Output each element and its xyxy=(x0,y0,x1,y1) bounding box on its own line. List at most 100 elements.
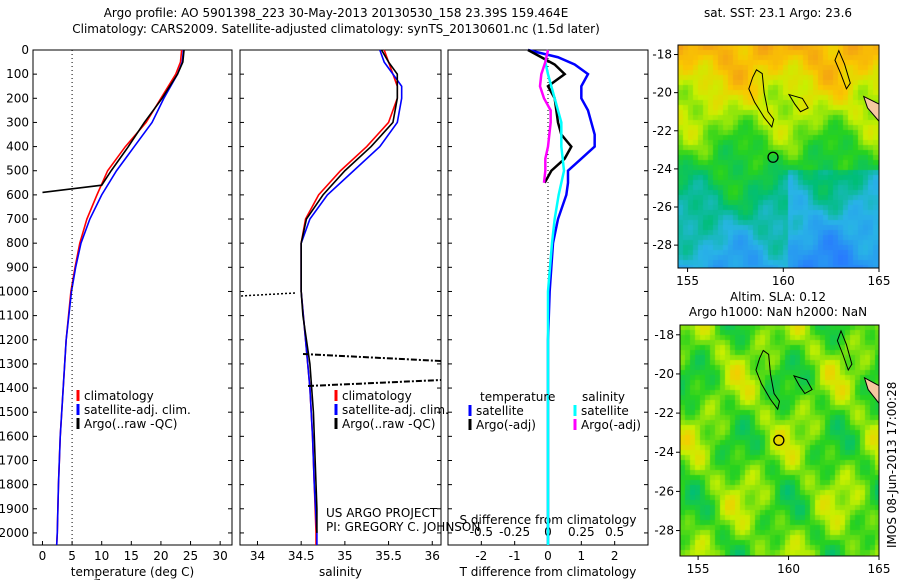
map-y-tick-label: -18 xyxy=(654,328,674,342)
y-tick-label: 1200 xyxy=(0,333,29,347)
y-tick-label: 1500 xyxy=(0,405,29,419)
y-tick-label: 400 xyxy=(6,140,29,154)
x-axis-label: temperature (deg C) xyxy=(71,565,194,579)
coastline-island xyxy=(748,69,775,129)
argo-bad-segment xyxy=(302,353,442,362)
series-line-argo-raw-qc- xyxy=(42,49,185,194)
legend-label: satellite xyxy=(581,404,629,418)
map-y-tick-label: -22 xyxy=(654,406,674,420)
x-tick-label: 15 xyxy=(124,549,139,563)
argo-position-marker xyxy=(767,151,779,163)
y-tick-label: 800 xyxy=(6,236,29,250)
x-axis-label: salinity xyxy=(319,565,362,579)
y-tick-label: 100 xyxy=(6,67,29,81)
map-x-tick-label: 155 xyxy=(687,562,710,576)
y-tick-label: 1800 xyxy=(0,478,29,492)
map-x-tick-label: 160 xyxy=(772,274,795,288)
x-tick-label: -1 xyxy=(509,549,521,563)
x-tick-label: 34 xyxy=(250,549,265,563)
map-y-tick-label: -18 xyxy=(652,48,672,62)
coastline-island xyxy=(834,49,851,90)
map-x-tick-label: 160 xyxy=(777,562,800,576)
x2-tick-label: 0.25 xyxy=(568,525,595,539)
y-tick-label: 600 xyxy=(6,188,29,202)
legend-label: Argo(..raw -QC) xyxy=(342,417,435,431)
x-axis-label: T difference from climatology xyxy=(459,565,637,579)
y-tick-label: 200 xyxy=(6,91,29,105)
legend-title-salinity: salinity xyxy=(582,390,625,404)
y-tick-label: 300 xyxy=(6,115,29,129)
map-y-tick-label: -20 xyxy=(652,86,672,100)
map-y-tick-label: -28 xyxy=(654,524,674,538)
y-tick-label: 0 xyxy=(21,43,29,57)
series-line-salinity-argo-adj- xyxy=(538,49,552,183)
x-tick-label: 25 xyxy=(183,549,198,563)
legend-label: climatology xyxy=(84,389,154,403)
x-tick-label: 36 xyxy=(425,549,440,563)
map-x-tick-label: 165 xyxy=(868,562,891,576)
y-tick-label: 1900 xyxy=(0,502,29,516)
map-y-tick-label: -24 xyxy=(652,162,672,176)
series-line-climatology xyxy=(55,49,183,546)
y-tick-label: 900 xyxy=(6,260,29,274)
coastline-island xyxy=(836,329,853,372)
series-line-salinity-satellite xyxy=(544,49,566,545)
credit-project: US ARGO PROJECT xyxy=(326,506,438,520)
timestamp: IMOS 08-Jun-2013 17:00:28 xyxy=(885,382,899,548)
x-tick-label: 20 xyxy=(153,549,168,563)
plot-frame-1 xyxy=(239,49,442,546)
argo-position-marker xyxy=(773,434,785,446)
legend-title-temperature: temperature xyxy=(480,390,555,404)
legend-label: Argo(-adj) xyxy=(581,418,641,432)
series-line-temperature-argo-adj- xyxy=(527,48,573,184)
legend-label: satellite-adj. clim. xyxy=(342,403,449,417)
x-tick-label: 10 xyxy=(94,549,109,563)
x-tick-label: 35 xyxy=(337,549,352,563)
title-line1: Argo profile: AO 5901398_223 30-May-2013… xyxy=(104,6,569,20)
y-tick-label: 500 xyxy=(6,164,29,178)
map-y-tick-label: -26 xyxy=(652,200,672,214)
argo-bad-segment xyxy=(239,292,296,297)
legend-label: climatology xyxy=(342,389,412,403)
map-y-tick-label: -20 xyxy=(654,367,674,381)
y-tick-label: 1700 xyxy=(0,453,29,467)
x2-tick-label: -0.25 xyxy=(499,525,530,539)
series-line-satellite-adj-clim- xyxy=(300,49,403,545)
x-tick-label: 1 xyxy=(578,549,586,563)
legend-label: satellite-adj. clim. xyxy=(84,403,191,417)
y-tick-label: 1600 xyxy=(0,429,29,443)
x-tick-label: 5 xyxy=(68,549,76,563)
map-frame xyxy=(679,324,880,557)
series-line-satellite-adj-clim- xyxy=(55,49,185,546)
coastline-new-caledonia xyxy=(862,95,880,123)
coastline-island xyxy=(792,375,813,395)
legend-label: Argo(-adj) xyxy=(476,418,536,432)
y-tick-label: 1000 xyxy=(0,284,29,298)
x-tick-label: 30 xyxy=(213,549,228,563)
x-tick-label: 35.5 xyxy=(375,549,402,563)
plot-frame-0 xyxy=(32,49,233,546)
coastline-new-caledonia xyxy=(863,376,880,405)
map-y-tick-label: -26 xyxy=(654,484,674,498)
x-tick-label: 0 xyxy=(544,549,552,563)
map-x-tick-label: 165 xyxy=(868,274,891,288)
x2-tick-label: -0.5 xyxy=(470,525,493,539)
x2-tick-label: 0.5 xyxy=(605,525,624,539)
series-line-argo-raw-qc- xyxy=(300,49,399,533)
map-y-tick-label: -28 xyxy=(652,238,672,252)
y-tick-label: 1400 xyxy=(0,381,29,395)
y-tick-label: 700 xyxy=(6,212,29,226)
x-tick-label: 34.5 xyxy=(288,549,315,563)
sla-map-subtitle: Argo h1000: NaN h2000: NaN xyxy=(689,305,867,319)
credit-pi: PI: GREGORY C. JOHNSON xyxy=(326,520,480,534)
x-tick-label: 2 xyxy=(611,549,619,563)
legend-label: satellite xyxy=(476,404,524,418)
y-tick-label: 1300 xyxy=(0,357,29,371)
legend-label: Argo(..raw -QC) xyxy=(84,417,177,431)
coastline-island xyxy=(787,93,809,113)
sla-map-title: Altim. SLA: 0.12 xyxy=(730,290,826,304)
map-y-tick-label: -22 xyxy=(652,124,672,138)
sst-map-title: sat. SST: 23.1 Argo: 23.6 xyxy=(704,6,852,20)
